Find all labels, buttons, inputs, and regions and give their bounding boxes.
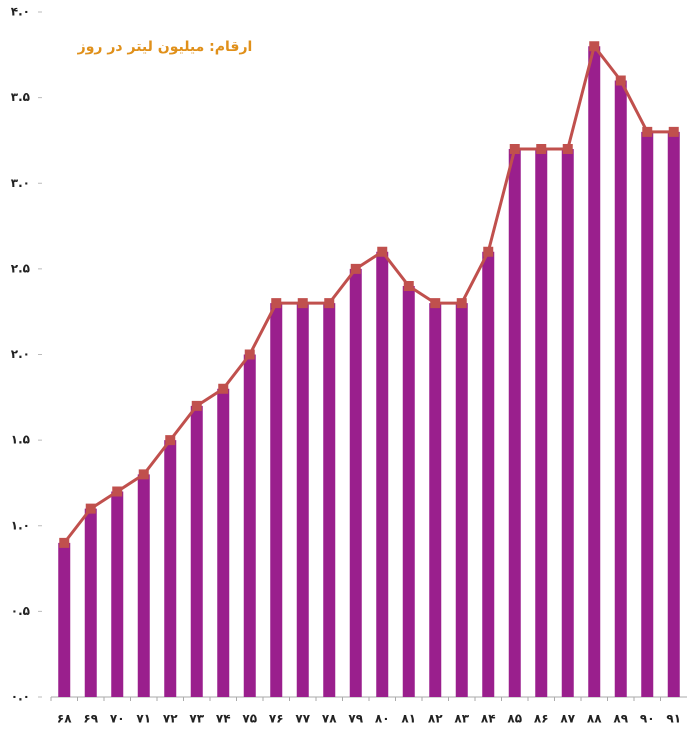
marker [483,246,494,257]
bar [667,131,680,697]
bar [376,251,389,697]
x-tick-label: ۷۳ [189,712,204,726]
bar [429,303,442,697]
bar [535,149,548,697]
x-tick-label: ۷۸ [322,712,337,726]
bar [164,440,177,697]
x-tick-label: ۸۰ [375,712,390,726]
y-tick-label: ۳.۰ [11,176,30,190]
marker [668,126,679,137]
x-tick-label: ۷۴ [216,712,231,726]
y-tick-label: ۰.۰ [11,690,30,704]
x-tick-label: ۶۹ [83,712,98,726]
marker [324,298,335,309]
bar [137,474,150,697]
bar [349,268,362,697]
x-tick-label: ۷۰ [110,712,125,726]
bar [84,508,97,697]
marker [536,144,547,154]
x-tick-label: ۸۹ [613,712,628,726]
marker [191,400,202,411]
x-tick-label: ۹۰ [640,712,655,726]
bar [561,149,574,697]
y-tick-label: ۰.۵ [11,604,30,618]
marker [244,349,255,360]
marker [350,263,361,274]
bar [243,354,256,697]
bar [323,303,336,697]
y-tick-label: ۳.۵ [11,90,30,104]
marker [218,383,229,394]
bar [455,303,468,697]
marker [509,144,520,154]
x-tick-label: ۸۲ [428,712,443,726]
marker [112,486,123,497]
y-tick-label: ۱.۵ [11,433,30,447]
x-tick-label: ۷۹ [348,712,363,726]
marker [138,469,149,480]
y-tick-label: ۱.۰ [11,518,30,532]
bar [641,131,654,697]
marker [430,298,441,309]
bar [402,286,415,697]
marker [297,298,308,309]
x-tick-label: ۸۴ [481,712,496,726]
marker [642,126,653,137]
marker [85,503,96,514]
bar [270,303,283,697]
marker [377,246,388,257]
x-tick-label: ۷۱ [136,712,151,726]
y-tick-label: ۲.۰ [11,347,30,361]
marker [456,298,467,309]
line [63,42,674,544]
bar [482,251,495,697]
annotation: ارقام: میلیون لیتر در روز [77,39,253,55]
x-tick-label: ۸۷ [560,712,575,726]
marker [165,435,176,446]
marker [403,281,414,291]
marker [59,537,70,548]
bar [190,405,203,697]
x-tick-label: ۸۸ [587,712,602,726]
x-tick-label: ۷۶ [269,712,284,726]
bar [58,542,71,697]
bar [296,303,309,697]
x-tick-label: ۸۶ [534,712,549,726]
x-tick-label: ۸۱ [401,712,416,726]
bar [217,388,230,697]
marker [271,298,282,309]
x-tick-label: ۷۲ [163,712,178,726]
marker [589,41,600,52]
x-tick-label: ۸۵ [507,712,522,726]
bar [614,80,627,697]
bar [508,149,521,697]
y-tick-label: ۲.۵ [11,261,30,275]
marker [615,75,626,86]
x-tick-label: ۶۸ [57,712,72,726]
marker [562,144,573,154]
bar [588,46,601,697]
y-tick-label: ۴.۰ [11,5,30,19]
x-tick-label: ۹۱ [666,712,681,726]
x-tick-label: ۸۳ [454,712,469,726]
x-tick-label: ۷۵ [242,712,257,726]
x-tick-label: ۷۷ [295,712,310,726]
bar [111,491,124,697]
